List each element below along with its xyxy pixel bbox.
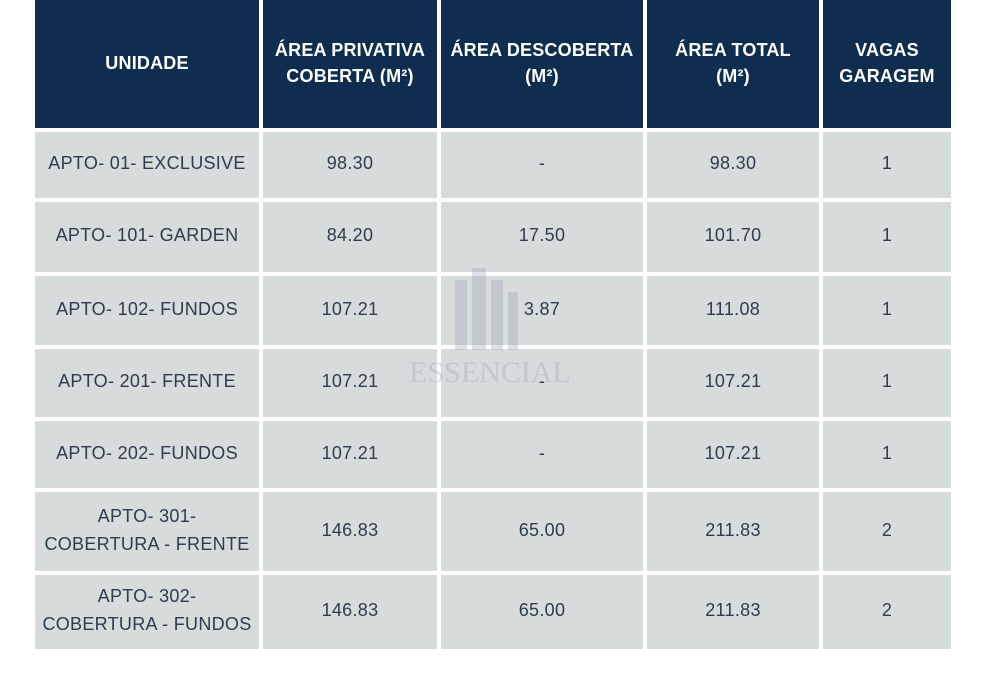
cell-unidade: APTO- 201- FRENTE [35,349,259,417]
cell-area-total: 211.83 [647,575,819,649]
cell-vagas: 2 [823,575,951,649]
cell-area-total: 101.70 [647,202,819,272]
cell-unidade: APTO- 101- GARDEN [35,202,259,272]
header-unidade-label: UNIDADE [105,53,189,73]
cell-vagas: 1 [823,202,951,272]
header-unidade: UNIDADE [35,0,259,128]
cell-area-total: 98.30 [647,132,819,198]
cell-area-privativa: 107.21 [263,276,437,345]
cell-area-descoberta: 65.00 [441,575,643,649]
cell-unidade: APTO- 302- COBERTURA - FUNDOS [35,575,259,649]
cell-area-privativa: 98.30 [263,132,437,198]
header-area-descoberta-label: ÁREA DESCOBERTA (M²) [450,40,634,86]
cell-unidade: APTO- 202- FUNDOS [35,421,259,488]
cell-vagas: 2 [823,492,951,571]
cell-area-privativa: 146.83 [263,492,437,571]
cell-area-privativa: 107.21 [263,421,437,488]
cell-area-descoberta: - [441,421,643,488]
header-vagas-label: VAGAS GARAGEM [839,40,935,86]
cell-area-total: 111.08 [647,276,819,345]
cell-vagas: 1 [823,132,951,198]
cell-unidade: APTO- 301- COBERTURA - FRENTE [35,492,259,571]
cell-vagas: 1 [823,349,951,417]
cell-area-descoberta: - [441,349,643,417]
cell-area-privativa: 107.21 [263,349,437,417]
cell-unidade: APTO- 102- FUNDOS [35,276,259,345]
cell-area-privativa: 84.20 [263,202,437,272]
cell-vagas: 1 [823,421,951,488]
header-area-privativa-label: ÁREA PRIVATIVA COBERTA (M²) [274,40,426,86]
cell-area-descoberta: 65.00 [441,492,643,571]
header-area-privativa: ÁREA PRIVATIVA COBERTA (M²) [263,0,437,128]
cell-area-total: 107.21 [647,421,819,488]
cell-vagas: 1 [823,276,951,345]
cell-area-privativa: 146.83 [263,575,437,649]
cell-area-descoberta: 17.50 [441,202,643,272]
header-vagas: VAGAS GARAGEM [823,0,951,128]
units-table: UNIDADE ÁREA PRIVATIVA COBERTA (M²) ÁREA D… [35,0,951,649]
cell-area-descoberta: - [441,132,643,198]
cell-area-total: 107.21 [647,349,819,417]
header-area-total: ÁREA TOTAL (M²) [647,0,819,128]
cell-area-total: 211.83 [647,492,819,571]
cell-area-descoberta: 3.87 [441,276,643,345]
header-area-descoberta: ÁREA DESCOBERTA (M²) [441,0,643,128]
cell-unidade: APTO- 01- EXCLUSIVE [35,132,259,198]
header-area-total-label: ÁREA TOTAL (M²) [675,40,791,86]
